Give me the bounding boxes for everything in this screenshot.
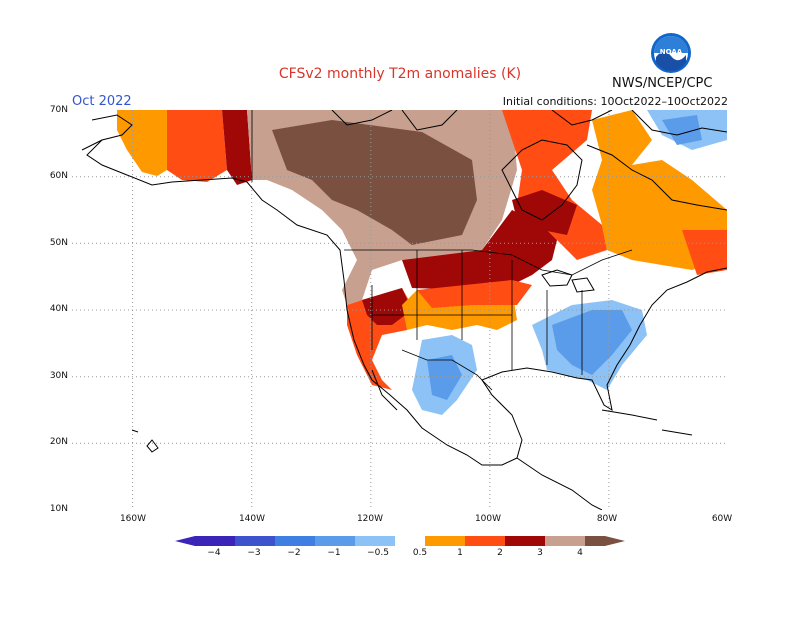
swatch-2-3 <box>505 536 545 546</box>
scale-label-minus05: −0.5 <box>367 548 389 558</box>
color-scale-swatches <box>175 536 625 546</box>
scale-label-1: 1 <box>457 548 463 558</box>
lon-label-160w: 160W <box>119 514 147 524</box>
lat-label-70: 70N <box>49 105 68 115</box>
color-scale-bar <box>175 536 625 546</box>
map-title: CFSv2 monthly T2m anomalies (K) <box>278 66 522 82</box>
swatch-minus3-minus2 <box>235 536 275 546</box>
borders <box>251 110 633 391</box>
lon-label-120w: 120W <box>356 514 384 524</box>
scale-label-3: 3 <box>537 548 543 558</box>
initial-conditions: Initial conditions: 10Oct2022–10Oct2022 <box>502 95 728 108</box>
swatch-neutral <box>395 536 425 546</box>
scale-label-minus2: −2 <box>287 548 301 558</box>
swatch-1-2 <box>465 536 505 546</box>
agency-label: NWS/NCEP/CPC <box>612 76 713 91</box>
lon-label-140w: 140W <box>238 514 266 524</box>
swatch-minus05-05 <box>355 536 395 546</box>
lon-label-60w: 60W <box>711 514 733 524</box>
swatch-above-4 <box>585 536 625 546</box>
scale-label-minus4: −4 <box>207 548 221 558</box>
svg-text:NOAA: NOAA <box>660 48 683 56</box>
swatch-minus4-minus3 <box>195 536 235 546</box>
forecast-month: Oct 2022 <box>72 94 132 109</box>
swatch-05-1 <box>425 536 465 546</box>
lon-label-100w: 100W <box>474 514 502 524</box>
swatch-minus1-minus05 <box>315 536 355 546</box>
lat-label-50: 50N <box>49 238 68 248</box>
swatch-minus2-minus1 <box>275 536 315 546</box>
lat-label-20: 20N <box>49 437 68 447</box>
anomaly-map <box>72 110 727 510</box>
scale-label-4: 4 <box>577 548 583 558</box>
swatch-3-4 <box>545 536 585 546</box>
graticule <box>72 110 727 510</box>
swatch-below-minus4 <box>175 536 195 546</box>
lat-label-40: 40N <box>49 304 68 314</box>
scale-label-05: 0.5 <box>412 548 428 558</box>
lat-label-60: 60N <box>49 171 68 181</box>
anomaly-shading <box>117 110 727 415</box>
lat-label-30: 30N <box>49 371 68 381</box>
lon-label-80w: 80W <box>596 514 618 524</box>
coastlines <box>81 110 727 510</box>
scale-label-minus1: −1 <box>327 548 341 558</box>
scale-label-2: 2 <box>497 548 503 558</box>
scale-label-minus3: −3 <box>247 548 261 558</box>
noaa-logo-icon: NOAA <box>651 33 691 73</box>
lat-label-10: 10N <box>49 504 68 514</box>
